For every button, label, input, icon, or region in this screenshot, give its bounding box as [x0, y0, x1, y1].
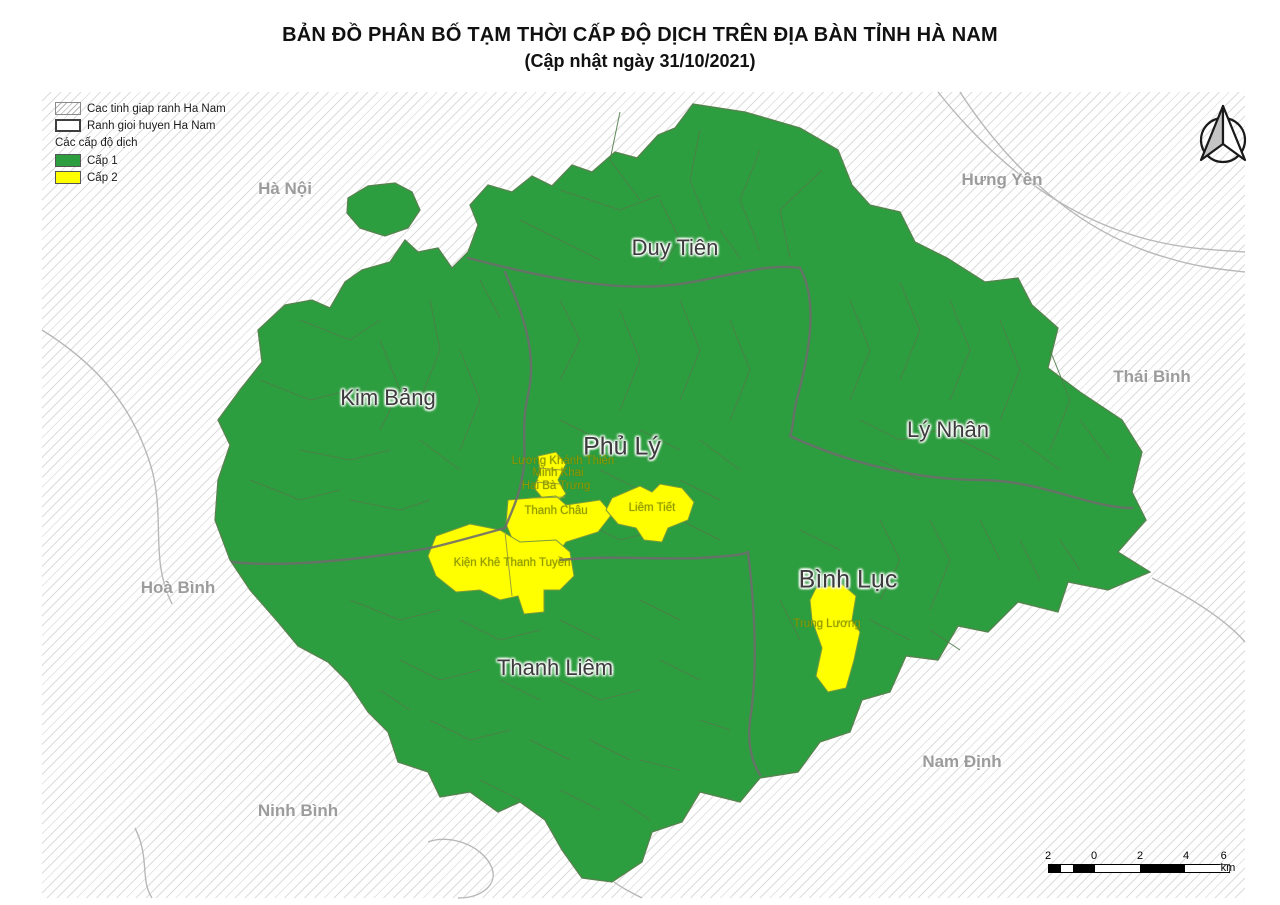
legend-item-level-2: Cấp 2 — [55, 169, 226, 186]
legend-label: Cac tinh giap ranh Ha Nam — [87, 102, 226, 115]
scale-seg — [1185, 865, 1229, 872]
legend-label: Cấp 1 — [87, 154, 118, 167]
outline-swatch — [55, 119, 81, 132]
scale-bar-segments — [1048, 864, 1230, 873]
scale-num-unit: 6 km — [1220, 850, 1236, 874]
scale-num: 0 — [1090, 850, 1098, 862]
map-legend: Cac tinh giap ranh Ha Nam Ranh gioi huye… — [55, 100, 226, 186]
commune-boundaries — [249, 111, 1111, 821]
scale-bar-numbers: 2 0 2 4 6 km — [1044, 850, 1238, 874]
scale-num: 4 — [1182, 850, 1190, 862]
scale-seg — [1049, 865, 1061, 872]
commune-trung-luong — [809, 583, 861, 693]
scale-seg — [1073, 865, 1095, 872]
scale-num: 2 — [1136, 850, 1144, 862]
legend-item-level-1: Cấp 1 — [55, 152, 226, 169]
commune-liem-tiet — [605, 483, 695, 543]
district-boundaries — [230, 256, 1134, 777]
hatched-swatch — [55, 102, 81, 115]
level2-communes — [427, 451, 861, 693]
scale-seg — [1140, 865, 1185, 872]
legend-label: Ranh gioi huyen Ha Nam — [87, 119, 216, 132]
commune-kien-khe-thanh-tuyen — [427, 523, 575, 615]
legend-levels-title: Các cấp độ dịch — [55, 137, 138, 149]
neighbor-boundaries — [41, 91, 1246, 899]
scale-bar: 2 0 2 4 6 km — [1044, 850, 1238, 874]
north-arrow-icon — [1199, 104, 1247, 164]
title-line-1: BẢN ĐỒ PHÂN BỐ TẠM THỜI CẤP ĐỘ DỊCH TRÊN… — [282, 24, 998, 46]
legend-item-neighbor-provinces: Cac tinh giap ranh Ha Nam — [55, 100, 226, 117]
scale-seg — [1061, 865, 1073, 872]
title-line-2: (Cập nhật ngày 31/10/2021) — [524, 51, 756, 71]
legend-label: Cấp 2 — [87, 171, 118, 184]
map-title: BẢN ĐỒ PHÂN BỐ TẠM THỜI CẤP ĐỘ DỊCH TRÊN… — [0, 24, 1280, 72]
scale-num: 2 — [1044, 850, 1052, 862]
level1-green-swatch — [55, 154, 81, 167]
legend-item-district-boundary: Ranh gioi huyen Ha Nam — [55, 117, 226, 134]
scale-seg — [1095, 865, 1140, 872]
level2-yellow-swatch — [55, 171, 81, 184]
commune-luong-khanh-thien-minh-khai-hai-ba-trung — [533, 451, 567, 503]
